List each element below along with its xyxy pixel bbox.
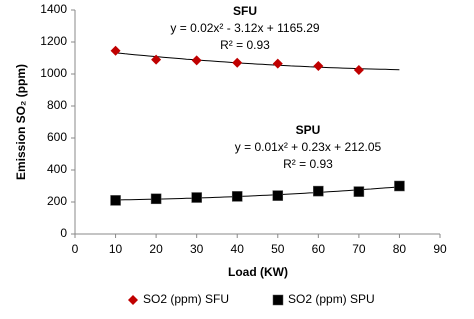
y-tick-label: 1400 [40,2,67,16]
legend-label: SO2 (ppm) SFU [143,292,229,306]
marker [353,65,364,75]
annotation-r2: R² = 0.93 [283,157,333,171]
trendline [115,52,400,71]
x-tick-label: 50 [271,242,285,256]
marker [231,191,243,202]
marker [110,45,121,56]
annotation-equation: y = 0.02x² - 3.12x + 1165.29 [170,21,320,35]
marker [272,58,283,69]
y-tick-label: 1200 [40,34,67,48]
marker [110,195,121,206]
x-tick-label: 10 [109,242,123,256]
y-tick-label: 200 [47,194,67,208]
y-axis-label: Emission SO₂ (ppm) [14,64,28,180]
annotation-title: SPU [296,123,321,137]
y-tick-label: 800 [47,98,67,112]
marker [191,192,202,203]
marker [151,54,162,65]
x-tick-label: 80 [393,242,407,256]
marker [272,294,284,306]
marker [272,190,284,201]
legend-label: SO2 (ppm) SPU [288,292,375,306]
y-tick-label: 400 [47,162,67,176]
x-axis-label: Load (KW) [228,265,288,279]
x-tick-label: 30 [190,242,204,256]
marker [353,186,365,197]
x-tick-label: 40 [231,242,245,256]
x-tick-label: 90 [433,242,447,256]
x-tick-label: 70 [352,242,366,256]
x-tick-label: 20 [149,242,163,256]
marker [232,57,243,68]
x-tick-label: 0 [72,242,79,256]
marker [313,185,324,197]
marker [313,61,324,71]
marker [394,180,405,192]
trendline [115,186,400,201]
y-tick-label: 600 [47,130,67,144]
marker [191,55,202,66]
annotation-title: SFU [233,4,257,18]
marker [128,295,138,305]
marker [150,193,162,205]
annotation-r2: R² = 0.93 [220,38,270,52]
y-tick-label: 0 [60,226,67,240]
y-tick-label: 1000 [40,66,67,80]
x-tick-label: 60 [312,242,326,256]
annotation-equation: y = 0.01x² + 0.23x + 212.05 [235,140,382,154]
